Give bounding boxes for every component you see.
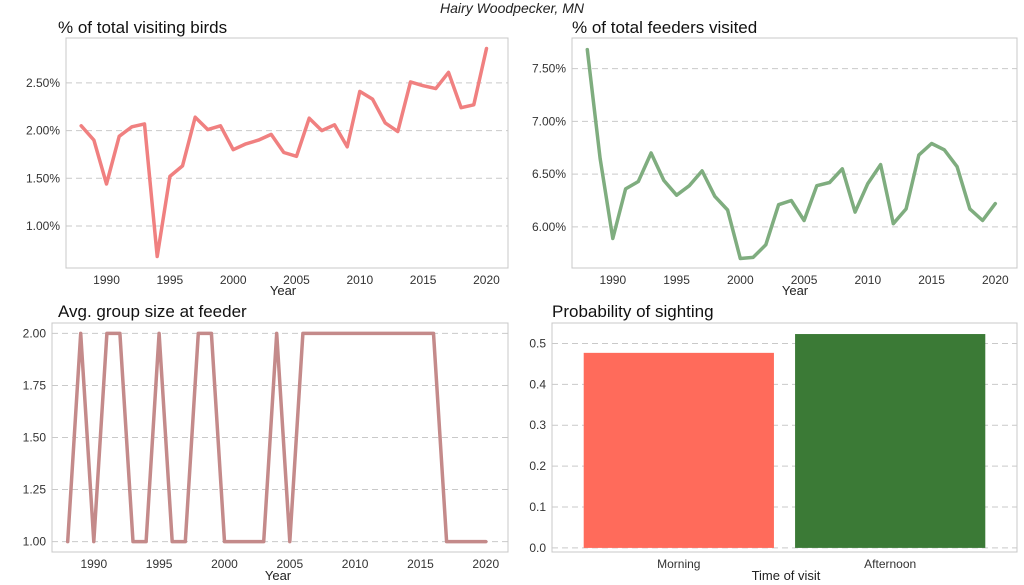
x-tick-label: 2015 [410,273,437,287]
chart-probability-of-sighting: Probability of sighting Time of visit 0.… [529,302,1018,583]
chart-visiting-birds: % of total visiting birds Year 1.00% 1.50… [26,18,509,298]
x-tick-label: 2005 [276,557,303,571]
y-tick-label: 1.00% [26,219,60,233]
y-tick-label: 7.00% [532,114,566,128]
y-tick-label: 0.4 [529,377,546,391]
x-tick-label: 2000 [211,557,238,571]
x-tick-label: 2010 [854,273,881,287]
y-tick-label: 0.2 [529,459,546,473]
x-tick-label: 2015 [407,557,434,571]
x-tick-label: 1990 [93,273,120,287]
x-axis-label: Year [782,283,809,298]
x-tick-label: 2015 [918,273,945,287]
figure-suptitle: Hairy Woodpecker, MN [440,0,585,16]
x-tick-label: 1995 [663,273,690,287]
y-tick-label: 1.75 [23,378,47,392]
plot-area [571,37,1018,269]
x-tick-label: 2010 [342,557,369,571]
x-tick-label: 1990 [599,273,626,287]
y-tick-label: 6.50% [532,167,566,181]
y-tick-label: 1.00 [23,535,47,549]
x-axis-label: Time of visit [752,568,821,583]
bar [795,334,986,548]
chart-title: Avg. group size at feeder [58,302,247,321]
chart-title: % of total feeders visited [572,18,757,37]
y-tick-label: 0.0 [529,541,546,555]
x-tick-label: 2020 [473,273,500,287]
chart-feeders-visited: % of total feeders visited Year 6.00% 6.5… [532,18,1018,298]
series-line [65,331,488,544]
y-tick-label: 2.00% [26,124,60,138]
x-tick-label: Afternoon [864,557,916,571]
y-tick-label: 1.25 [23,483,47,497]
y-tick-label: 1.50% [26,171,60,185]
y-tick-label: 0.3 [529,418,546,432]
x-axis-label: Year [270,283,297,298]
y-tick-label: 0.1 [529,500,546,514]
x-tick-label: 1995 [156,273,183,287]
plot-area [65,37,509,269]
x-tick-label: 2010 [346,273,373,287]
chart-title: Probability of sighting [552,302,714,321]
y-tick-label: 2.00 [23,326,47,340]
y-tick-label: 2.50% [26,76,60,90]
y-tick-label: 7.50% [532,62,566,76]
x-tick-label: 2020 [982,273,1009,287]
x-tick-label: 2000 [220,273,247,287]
x-tick-label: 1990 [80,557,107,571]
y-tick-label: 0.5 [529,336,546,350]
series-line [79,46,489,259]
x-tick-label: Morning [657,557,700,571]
x-tick-label: 2005 [791,273,818,287]
y-tick-label: 1.50 [23,431,47,445]
chart-group-size: Avg. group size at feeder Year 1.00 1.25 1… [23,302,509,583]
x-tick-label: 1995 [146,557,173,571]
series-line [585,47,998,261]
x-tick-label: 2005 [283,273,310,287]
x-tick-label: 2020 [472,557,499,571]
plot-area [551,322,1018,553]
chart-title: % of total visiting birds [58,18,227,37]
x-axis-label: Year [265,568,292,583]
x-tick-label: 2000 [727,273,754,287]
y-tick-label: 6.00% [532,220,566,234]
bar [583,352,774,548]
